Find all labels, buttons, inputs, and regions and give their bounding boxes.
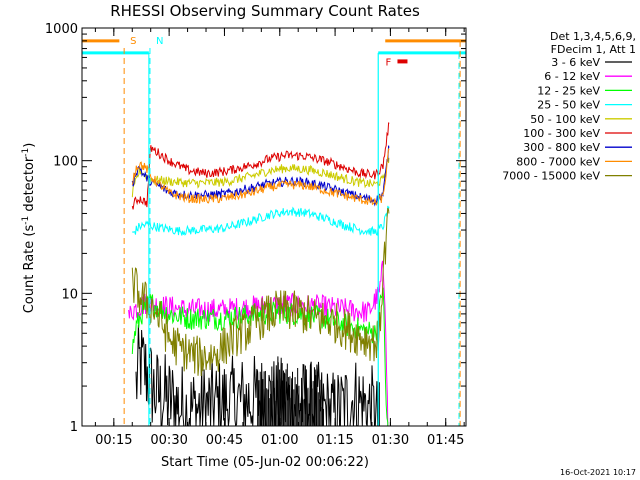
- legend-label-3: 25 - 50 keV: [537, 99, 600, 112]
- y-tick-label: 10: [61, 287, 78, 302]
- series-line-4: [131, 157, 390, 198]
- legend-label-5: 100 - 300 keV: [523, 127, 600, 140]
- series-line-5: [131, 122, 390, 210]
- y-axis-label-end: ): [22, 143, 37, 148]
- legend-label-6: 300 - 800 keV: [523, 141, 600, 154]
- y-axis-label-main: Count Rate (s: [22, 225, 37, 314]
- legend-label-8: 7000 - 15000 keV: [502, 170, 600, 183]
- y-axis-label-sup2: -1: [21, 148, 31, 157]
- x-tick-label: 01:00: [261, 433, 298, 448]
- y-tick-label: 100: [53, 155, 78, 170]
- legend-label-0: 3 - 6 keV: [551, 56, 600, 69]
- y-tick-label: 1: [70, 420, 78, 435]
- chart-title: RHESSI Observing Summary Count Rates: [110, 2, 420, 20]
- series-line-7: [131, 148, 390, 207]
- x-tick-label: 00:30: [150, 433, 187, 448]
- y-axis-label-sup1: -1: [21, 216, 31, 225]
- legend-label-4: 50 - 100 keV: [530, 113, 600, 126]
- series-line-2: [131, 287, 389, 426]
- series-line-1: [128, 260, 389, 426]
- marker-label-F: F: [385, 57, 391, 68]
- legend-label-2: 12 - 25 keV: [537, 84, 600, 97]
- legend-label-1: 6 - 12 keV: [544, 70, 600, 83]
- marker-bar-F: [397, 59, 408, 64]
- x-tick-label: 01:15: [316, 433, 353, 448]
- x-tick-label: 01:30: [372, 433, 409, 448]
- y-axis-label-mid: detector: [22, 156, 37, 216]
- series-line-3: [132, 205, 390, 236]
- legend: Det 1,3,4,5,6,9, FDecim 1, Att 1 3 - 6 k…: [502, 30, 636, 183]
- y-tick-label: 1000: [45, 22, 78, 37]
- series-lines: [128, 122, 390, 426]
- series-line-8: [131, 207, 390, 377]
- plot-frame: [81, 27, 467, 427]
- x-tick-label: 00:45: [206, 433, 243, 448]
- legend-header-decim: FDecim 1, Att 1: [551, 43, 636, 56]
- marker-label-N: N: [156, 36, 163, 47]
- y-axis-label: Count Rate (s-1 detector-1): [21, 143, 37, 314]
- legend-label-7: 800 - 7000 keV: [516, 155, 600, 168]
- x-tick-label: 00:15: [95, 433, 132, 448]
- render-timestamp: 16-Oct-2021 10:17: [560, 468, 636, 477]
- legend-header-detectors: Det 1,3,4,5,6,9,: [550, 30, 636, 43]
- state-lines: [82, 39, 466, 55]
- x-axis-ticks: 00:15 00:30 00:45 01:00 01:15 01:30 01:45: [94, 28, 465, 448]
- x-axis-label: Start Time (05-Jun-02 00:06:22): [161, 455, 369, 470]
- y-axis-ticks: 1 10 100 1000: [45, 22, 466, 435]
- event-markers: S N F: [123, 36, 461, 426]
- x-tick-label: 01:45: [427, 433, 464, 448]
- marker-label-S: S: [130, 36, 136, 47]
